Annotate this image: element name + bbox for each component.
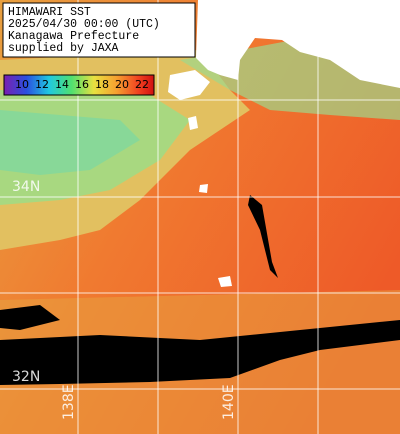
colorbar-label: 18	[95, 78, 109, 91]
island	[188, 116, 198, 130]
header-line: Kanagawa Prefecture	[8, 30, 139, 43]
island	[218, 276, 232, 287]
colorbar-label: 10	[15, 78, 29, 91]
colorbar-label: 14	[55, 78, 69, 91]
lon-label: 140E	[221, 384, 237, 420]
lon-label: 138E	[61, 384, 77, 420]
lat-label: 34N	[12, 179, 40, 195]
cloud-band	[0, 320, 400, 385]
cloud-patch	[0, 305, 60, 330]
colorbar-label: 20	[115, 78, 129, 91]
cool-water	[0, 110, 140, 175]
lat-label: 32N	[12, 369, 40, 385]
header-line: supplied by JAXA	[8, 42, 119, 55]
land	[168, 70, 210, 100]
colorbar-labels: 10 12 14 16 18 20 22	[15, 78, 149, 91]
header-line: 2025/04/30 00:00 (UTC)	[8, 18, 160, 31]
land	[196, 0, 400, 88]
colorbar-label: 22	[135, 78, 149, 91]
island	[199, 184, 208, 193]
cloud-patch	[248, 195, 278, 278]
header-line: HIMAWARI SST	[8, 6, 91, 19]
colorbar-label: 12	[35, 78, 49, 91]
header-box	[2, 2, 196, 58]
colorbar-label: 16	[75, 78, 89, 91]
colorbar	[3, 74, 155, 96]
